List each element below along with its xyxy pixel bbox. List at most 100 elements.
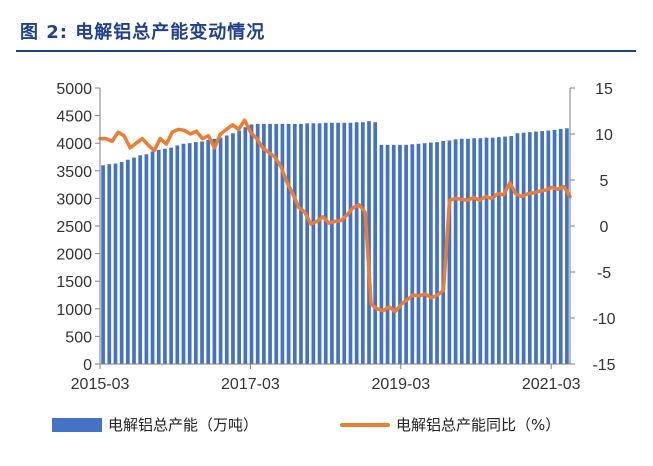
bar-capacity <box>348 122 353 364</box>
bar-capacity <box>243 127 248 364</box>
bar-capacity <box>224 135 229 364</box>
bar-capacity <box>132 157 136 364</box>
right-tick-label: 15 <box>595 81 613 98</box>
bar-capacity <box>169 147 173 364</box>
bar-capacity <box>274 123 279 364</box>
figure-title: 图 2: 电解铝总产能变动情况 <box>20 22 266 43</box>
bar-capacity <box>113 163 118 364</box>
bar-capacity <box>119 161 124 364</box>
bar-capacity <box>336 122 340 364</box>
bar-capacity <box>373 122 378 364</box>
bar-capacity <box>435 142 439 364</box>
right-tick-label: -5 <box>597 265 611 282</box>
bar-capacity <box>262 123 266 364</box>
bar-capacity <box>125 159 130 364</box>
bar-capacity <box>181 143 186 364</box>
right-axis-ticks: -15 -10 -5 0 5 10 15 <box>570 81 616 374</box>
left-tick-label: 1000 <box>56 302 92 319</box>
bar-capacity <box>416 143 421 364</box>
bar-capacity <box>323 122 328 364</box>
bar-capacity <box>138 155 143 364</box>
bar-capacity <box>385 144 390 364</box>
left-tick-label: 0 <box>83 357 92 374</box>
bar-capacity <box>305 123 310 364</box>
bar-capacity <box>200 141 204 364</box>
bar-capacity <box>237 130 241 364</box>
bar-capacity <box>212 138 217 364</box>
bar-capacity <box>292 123 297 364</box>
bar-capacity <box>280 123 285 364</box>
left-tick-label: 1500 <box>56 274 92 291</box>
bar-capacity <box>429 142 433 364</box>
bar-capacity <box>466 138 470 364</box>
bar-capacity <box>472 138 476 364</box>
x-tick-label: 2017-03 <box>221 376 280 393</box>
right-tick-label: -10 <box>592 311 615 328</box>
bar-capacity <box>360 122 365 364</box>
x-tick-label: 2015-03 <box>71 376 130 393</box>
bar-capacity <box>398 144 402 364</box>
left-tick-label: 500 <box>65 329 92 346</box>
bar-capacity <box>249 124 254 365</box>
right-tick-label: 5 <box>600 173 609 190</box>
legend-item-yoy: 电解铝总产能同比（%） <box>340 414 560 435</box>
bar-capacity <box>150 151 155 364</box>
bar-capacity <box>546 130 551 364</box>
bar-capacity <box>268 123 272 364</box>
bar-capacity <box>194 142 198 364</box>
x-tick-label: 2021-03 <box>522 376 581 393</box>
bar-capacity <box>441 140 446 364</box>
left-tick-label: 4000 <box>56 136 92 153</box>
bar-capacity <box>459 138 464 364</box>
bar-capacity <box>391 144 396 364</box>
bar-capacity <box>330 122 334 364</box>
bar-capacity <box>509 136 514 364</box>
bar-series-capacity <box>101 121 569 365</box>
right-tick-label: 10 <box>595 127 613 144</box>
bar-capacity <box>175 145 180 364</box>
right-tick-label: 0 <box>600 219 609 236</box>
bar-capacity <box>354 122 359 364</box>
legend-swatch-line <box>340 422 390 427</box>
line-series-yoy <box>98 118 572 314</box>
bar-capacity <box>497 137 501 364</box>
bar-capacity <box>565 128 569 364</box>
left-tick-label: 5000 <box>56 81 92 98</box>
legend-swatch-bar <box>52 417 102 432</box>
left-tick-label: 2500 <box>56 219 92 236</box>
bar-capacity <box>107 164 112 364</box>
bar-capacity <box>404 144 408 364</box>
bar-capacity <box>447 140 452 364</box>
bar-capacity <box>534 131 538 364</box>
bar-capacity <box>521 132 526 364</box>
bar-capacity <box>206 139 211 364</box>
bar-capacity <box>527 132 532 364</box>
left-tick-label: 4500 <box>56 109 92 126</box>
bar-capacity <box>255 123 260 364</box>
x-axis-ticks: 2015-03 2017-03 2019-03 2021-03 <box>71 364 581 393</box>
bar-capacity <box>453 139 458 364</box>
bar-capacity <box>101 165 105 364</box>
left-tick-label: 2000 <box>56 247 92 264</box>
bar-capacity <box>317 123 322 364</box>
bar-capacity <box>478 138 483 364</box>
bar-capacity <box>515 133 520 364</box>
bar-capacity <box>286 123 291 364</box>
bar-capacity <box>144 154 149 364</box>
left-tick-label: 3000 <box>56 191 92 208</box>
right-tick-label: -15 <box>592 357 615 374</box>
bar-capacity <box>163 148 167 364</box>
bar-capacity <box>299 123 303 364</box>
bar-capacity <box>558 128 563 364</box>
legend-label-yoy: 电解铝总产能同比（%） <box>396 416 561 434</box>
legend-item-capacity: 电解铝总产能（万吨） <box>52 414 258 435</box>
left-axis-ticks: 0 500 1000 1500 2000 2500 3000 3500 4000 4500 5000 <box>56 81 100 374</box>
bar-capacity <box>490 137 495 364</box>
bar-capacity <box>410 144 415 364</box>
left-tick-label: 3500 <box>56 164 92 181</box>
title-divider <box>16 50 636 52</box>
bar-capacity <box>503 136 507 364</box>
bar-capacity <box>187 143 192 364</box>
bar-capacity <box>379 144 384 364</box>
